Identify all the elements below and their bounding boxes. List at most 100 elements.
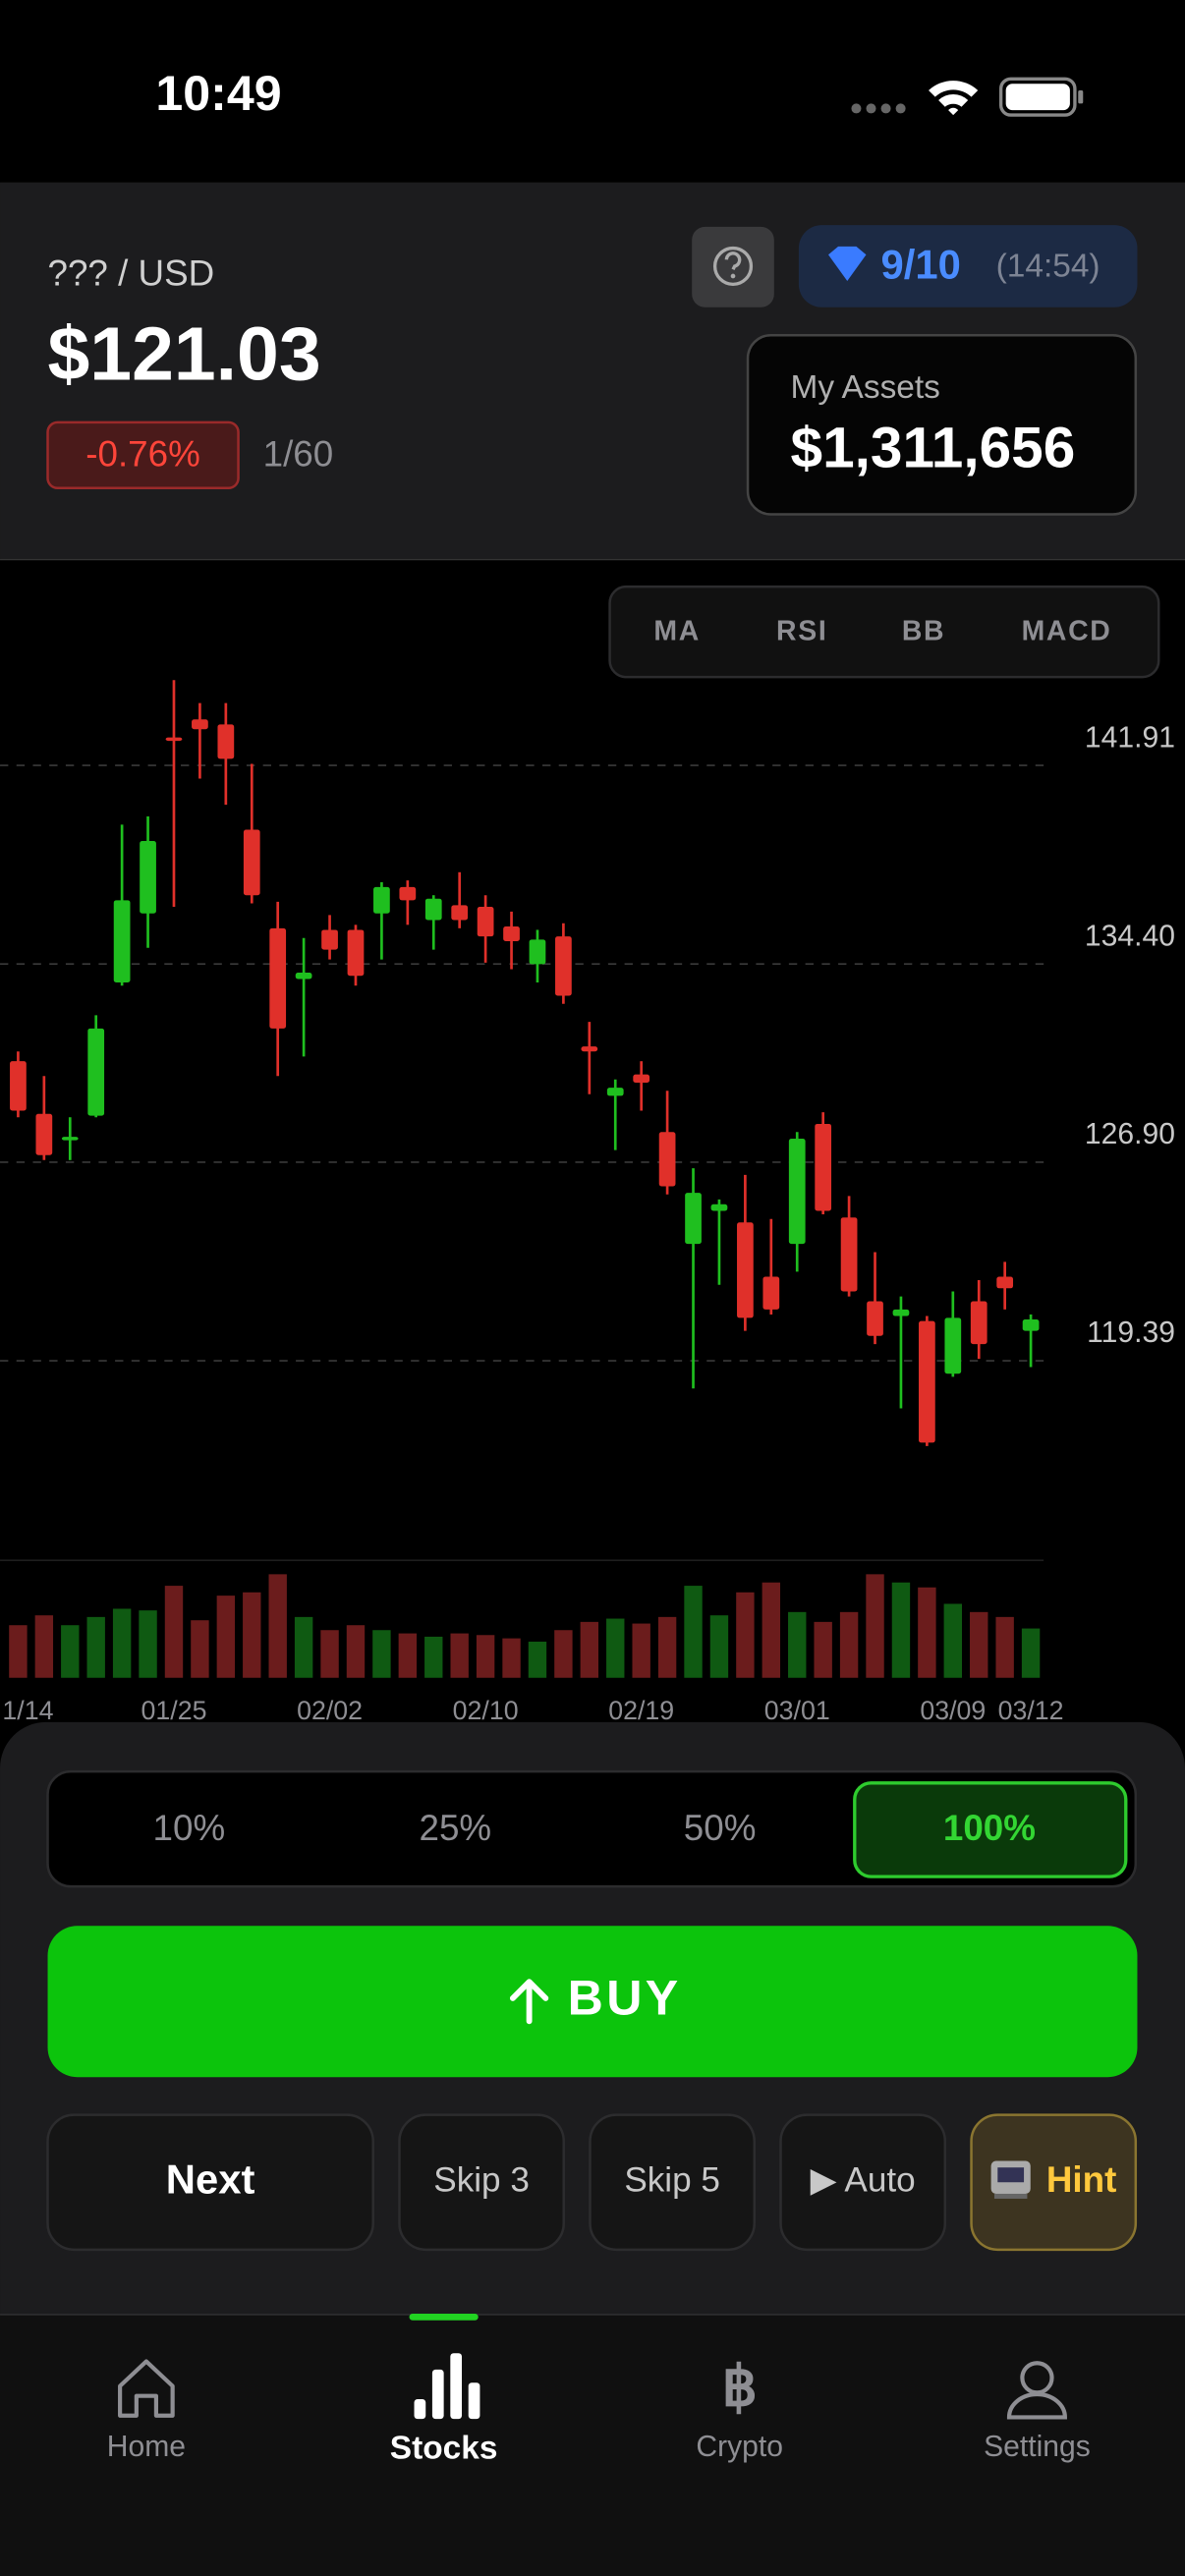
- volume-bar: [839, 1611, 859, 1678]
- candle-body: [555, 936, 572, 996]
- help-dot: [730, 273, 736, 279]
- candle-body: [606, 1088, 624, 1096]
- action-label[interactable]: Hint: [1046, 2159, 1117, 2200]
- volume-bar: [632, 1623, 650, 1678]
- help-button[interactable]: [692, 226, 774, 308]
- candle-body: [996, 1276, 1014, 1289]
- candle-body: [269, 927, 287, 1029]
- volume-bar: [502, 1638, 521, 1678]
- timer: (14:54): [996, 248, 1100, 284]
- volume-bar: [86, 1616, 105, 1678]
- candle-body: [840, 1217, 858, 1292]
- volume-bar: [320, 1630, 339, 1678]
- volume-bar: [866, 1574, 884, 1678]
- battery-level: [1005, 84, 1070, 111]
- indicator-button[interactable]: RSI: [776, 615, 827, 646]
- buy-button[interactable]: BUY: [47, 1926, 1138, 2078]
- action-label[interactable]: Skip 5: [624, 2161, 720, 2200]
- volume-bar: [736, 1592, 755, 1678]
- candle-body: [10, 1061, 27, 1111]
- x-tick-label: 03/01: [764, 1696, 830, 1725]
- indicator-button[interactable]: MACD: [1022, 615, 1112, 646]
- x-tick-label: 01/25: [141, 1696, 207, 1725]
- tab-label[interactable]: Crypto: [696, 2431, 783, 2463]
- candle-body: [399, 886, 417, 901]
- x-tick-label: 03/12: [998, 1696, 1064, 1725]
- tab-label[interactable]: Home: [107, 2431, 186, 2463]
- wifi-icon: [929, 81, 979, 116]
- pair: ??? / USD: [48, 253, 215, 294]
- amount-option[interactable]: 10%: [153, 1808, 226, 1848]
- x-tick-label: 1/14: [2, 1696, 53, 1725]
- battery-icon: [998, 77, 1077, 117]
- candle-body: [295, 973, 312, 980]
- candle-body: [944, 1317, 962, 1374]
- help-glyph: [724, 252, 742, 271]
- indicator-button[interactable]: MA: [653, 615, 701, 646]
- crypto-icon: ฿: [722, 2357, 758, 2419]
- volume-bar: [788, 1611, 807, 1678]
- volume-bar: [34, 1615, 54, 1678]
- price: $121.03: [48, 312, 321, 397]
- amount-option[interactable]: 100%: [943, 1808, 1036, 1848]
- buy-bg[interactable]: [47, 1926, 1138, 2078]
- candle-body: [919, 1320, 935, 1443]
- x-tick-label: 02/02: [297, 1696, 363, 1725]
- amount-option[interactable]: 25%: [420, 1808, 492, 1848]
- volume-bar: [814, 1621, 832, 1678]
- candle-body: [788, 1139, 806, 1245]
- action-button[interactable]: [589, 2113, 757, 2252]
- volume-bar: [268, 1574, 287, 1678]
- action-button[interactable]: [970, 2113, 1138, 2252]
- action-button[interactable]: [46, 2113, 374, 2252]
- candle-body: [217, 724, 235, 759]
- clock: 10:49: [155, 66, 281, 121]
- candle-body: [892, 1309, 910, 1316]
- volume-bar: [709, 1615, 729, 1678]
- action-button[interactable]: [398, 2113, 565, 2252]
- y-tick-label: 126.90: [1085, 1118, 1175, 1150]
- tab-label[interactable]: Stocks: [390, 2431, 498, 2467]
- volume-bar: [657, 1616, 677, 1678]
- buy-arrow: [509, 1979, 549, 2025]
- amount-selected-bg[interactable]: [853, 1781, 1128, 1878]
- candle-body: [35, 1113, 53, 1155]
- x-tick-label: 02/10: [453, 1696, 519, 1725]
- x-tick-label: 03/09: [920, 1696, 986, 1725]
- y-tick-label: 134.40: [1085, 920, 1175, 952]
- volume-bar: [995, 1616, 1014, 1678]
- volume-bar: [554, 1630, 573, 1678]
- volume-bar: [243, 1592, 261, 1678]
- status-bar: [0, 0, 1185, 183]
- action-label[interactable]: Skip 3: [433, 2161, 530, 2200]
- candle-body: [192, 719, 208, 730]
- tab-label[interactable]: Settings: [984, 2431, 1091, 2463]
- volume-bar: [346, 1625, 366, 1678]
- gem-icon: [828, 246, 867, 282]
- volume-bar: [9, 1625, 28, 1678]
- assets-value: $1,311,656: [791, 416, 1076, 479]
- settings-icon: [1006, 2361, 1067, 2420]
- action-buttons: Next Skip 3 Skip 5 ▶ Auto Hint: [46, 2113, 1138, 2252]
- volume-bar: [216, 1596, 236, 1678]
- action-label[interactable]: ▶ Auto: [811, 2161, 916, 2200]
- amount-options: 10% 25% 50% 100%: [153, 1781, 1128, 1878]
- candle-body: [321, 929, 338, 950]
- tab-active-indicator: [409, 2314, 479, 2321]
- candle-body: [477, 907, 494, 937]
- amount-option[interactable]: 50%: [684, 1808, 757, 1848]
- y-tick-label: 119.39: [1087, 1316, 1175, 1349]
- action-label[interactable]: Next: [166, 2156, 255, 2202]
- volume-bar: [684, 1586, 703, 1678]
- volume-bar: [970, 1611, 988, 1678]
- candle-body: [529, 939, 546, 965]
- candle-body: [867, 1301, 883, 1336]
- gem-pill: [798, 225, 1138, 308]
- indicator-button[interactable]: BB: [902, 615, 945, 646]
- help-icon: [712, 246, 754, 287]
- signal-icon: [851, 103, 906, 114]
- action-button[interactable]: [779, 2113, 947, 2252]
- candle-body: [61, 1137, 79, 1141]
